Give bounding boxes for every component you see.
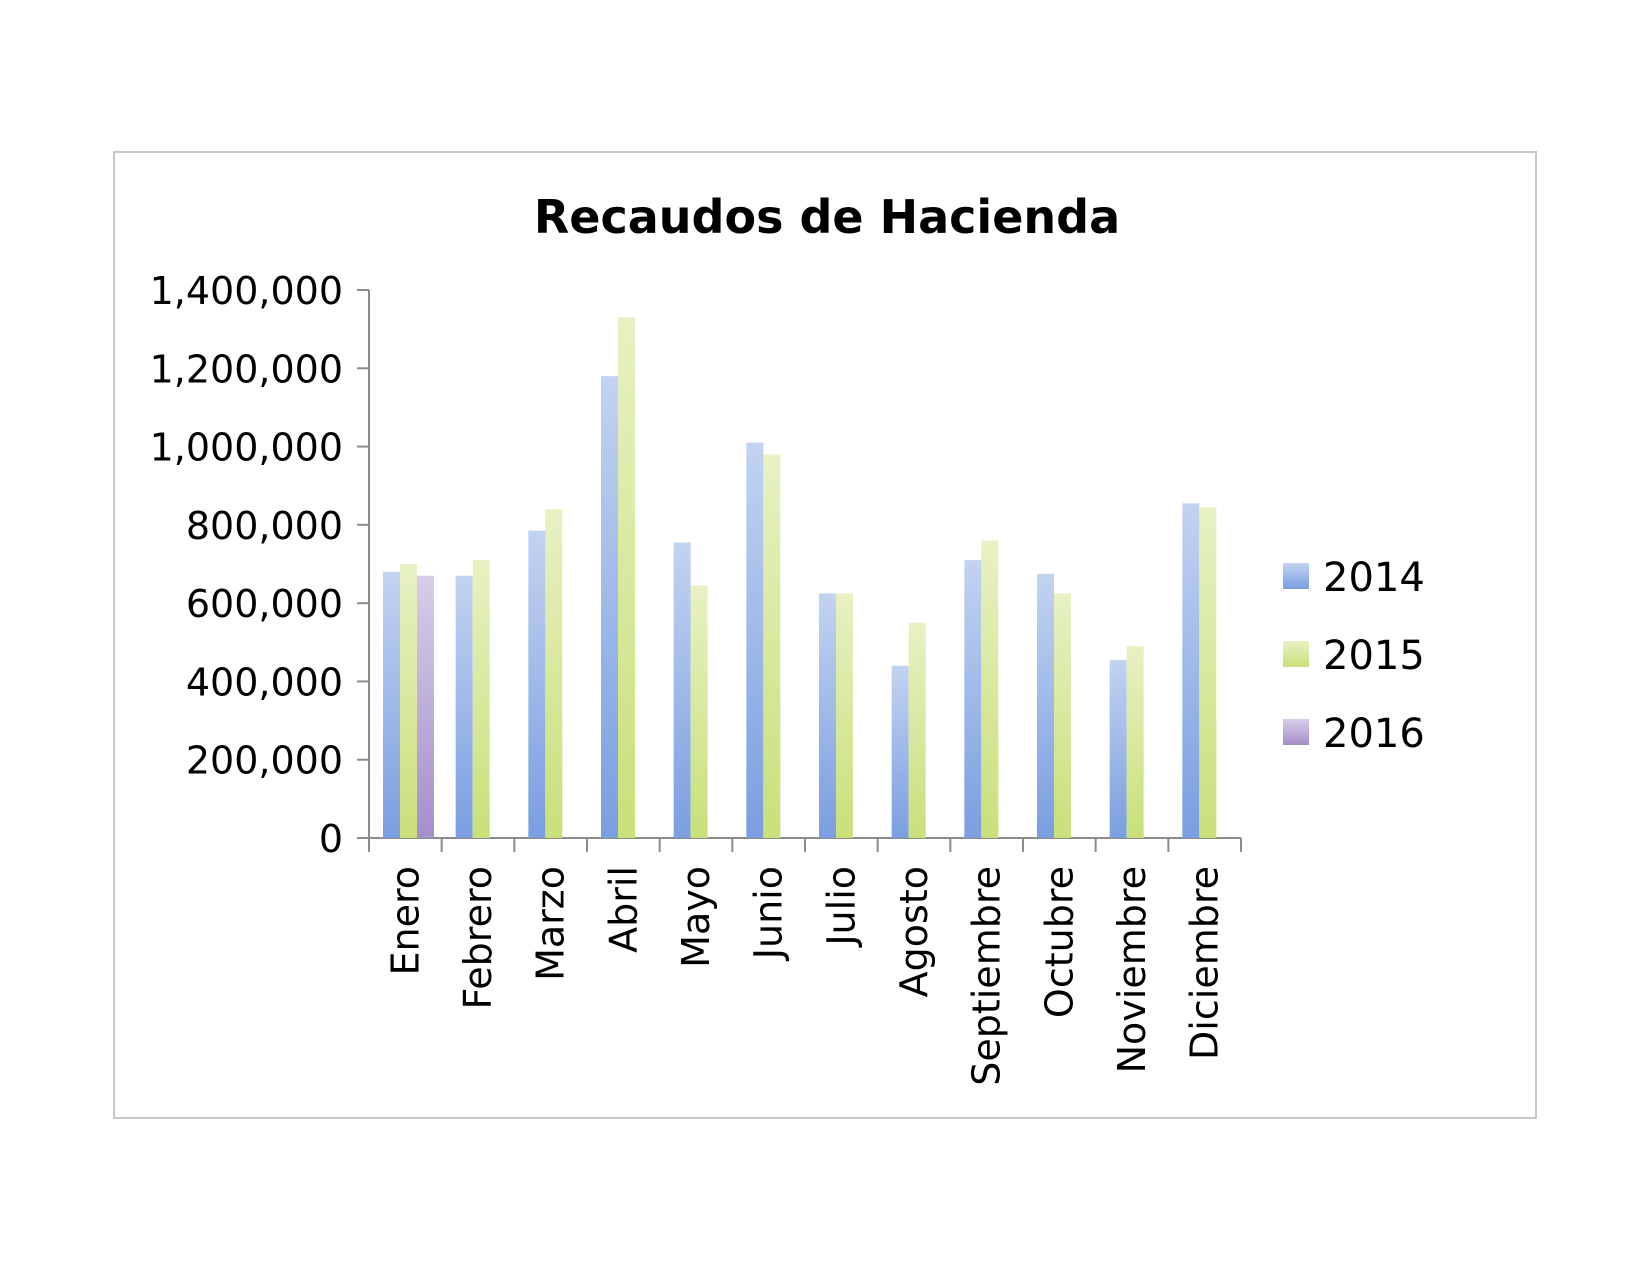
bar-2014-octubre — [1037, 573, 1054, 838]
bar-2014-mayo — [673, 542, 691, 838]
legend-swatch-2015 — [1283, 641, 1309, 667]
x-tick-label: Julio — [819, 866, 863, 948]
bar-2015-noviembre — [1126, 646, 1144, 838]
x-tick-label: Octubre — [1037, 866, 1081, 1018]
bar-2014-abril — [601, 376, 618, 838]
bars — [383, 317, 1217, 838]
legend-label-2016: 2016 — [1323, 711, 1425, 757]
x-tick-label: Diciembre — [1183, 866, 1227, 1060]
legend: 2014 2015 2016 — [1283, 555, 1425, 757]
x-tick-label: Agosto — [892, 866, 936, 997]
y-tick-label: 0 — [319, 817, 343, 861]
x-axis: Enero Febrero Marzo Abril Mayo Junio Julio Agos… — [368, 837, 1242, 1086]
bar-2014-enero — [383, 571, 400, 838]
bar-2015-febrero — [472, 560, 490, 838]
y-tick-label: 1,400,000 — [150, 269, 343, 313]
bar-2015-septiembre — [981, 540, 999, 838]
bar-2015-marzo — [545, 509, 563, 838]
bar-2014-febrero — [455, 575, 473, 838]
chart-svg: Recaudos de Hacienda 0 200,000 400,000 600,… — [150, 190, 1425, 1086]
bar-2015-julio — [836, 593, 853, 838]
y-tick-label: 1,200,000 — [150, 347, 343, 391]
legend-swatch-2016 — [1283, 719, 1309, 745]
bar-2016-enero — [417, 575, 434, 838]
bar-2014-noviembre — [1109, 659, 1127, 838]
x-tick-label: Septiembre — [965, 866, 1009, 1086]
y-tick-label: 1,000,000 — [150, 426, 343, 470]
bar-2014-junio — [746, 442, 764, 838]
bar-2015-enero — [400, 564, 417, 838]
legend-label-2015: 2015 — [1323, 633, 1425, 679]
bar-2015-mayo — [690, 585, 708, 838]
x-tick-label: Noviembre — [1110, 866, 1154, 1073]
y-tick-label: 600,000 — [186, 582, 343, 626]
x-tick-label: Junio — [747, 866, 791, 961]
bar-2015-octubre — [1054, 593, 1071, 838]
bar-2014-marzo — [528, 530, 546, 838]
y-tick-label: 400,000 — [186, 660, 343, 704]
y-axis: 0 200,000 400,000 600,000 800,000 1,000,000 1,… — [150, 269, 370, 861]
legend-swatch-2014 — [1283, 563, 1309, 589]
x-tick-label: Mayo — [674, 866, 718, 968]
x-tick-label: Marzo — [529, 866, 573, 981]
bar-2014-diciembre — [1182, 503, 1200, 838]
bar-2014-agosto — [891, 665, 909, 838]
x-tick-label: Enero — [383, 866, 427, 976]
bar-2014-julio — [819, 593, 836, 838]
chart-frame: Recaudos de Hacienda 0 200,000 400,000 600,… — [113, 151, 1537, 1119]
y-tick-label: 200,000 — [186, 739, 343, 783]
chart-title: Recaudos de Hacienda — [534, 190, 1120, 244]
bar-2015-junio — [763, 454, 781, 838]
bar-2015-abril — [618, 317, 635, 838]
x-tick-label: Abril — [601, 866, 645, 953]
bar-2015-diciembre — [1199, 507, 1217, 838]
legend-label-2014: 2014 — [1323, 555, 1425, 601]
bar-2015-agosto — [908, 622, 926, 838]
x-tick-label: Febrero — [456, 866, 500, 1009]
bar-2014-septiembre — [964, 560, 982, 838]
y-tick-label: 800,000 — [186, 504, 343, 548]
